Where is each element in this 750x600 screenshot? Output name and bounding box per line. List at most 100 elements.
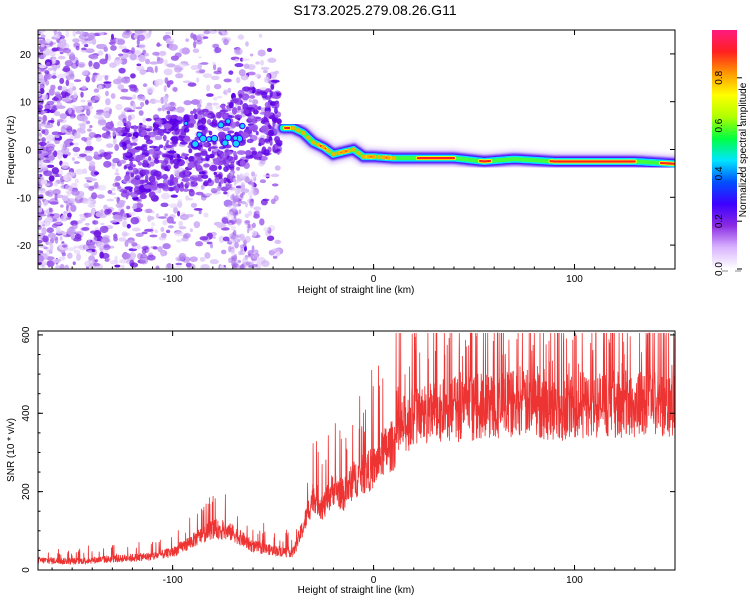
noise-blob [230, 235, 235, 240]
noise-blob [110, 33, 114, 40]
signal-knot [296, 128, 301, 133]
noise-blob [162, 243, 171, 250]
signal-knot [291, 125, 296, 131]
noise-blob [197, 103, 202, 109]
noise-blob [152, 51, 160, 56]
noise-blob [40, 159, 44, 165]
noise-blob [154, 135, 163, 141]
noise-blob [171, 123, 179, 131]
noise-blob [250, 147, 256, 151]
noise-blob [205, 154, 210, 162]
noise-blob [46, 143, 56, 149]
noise-blob [157, 128, 163, 135]
noise-blob [244, 213, 250, 219]
noise-blob [102, 244, 111, 251]
noise-blob [105, 151, 114, 155]
noise-highlight [217, 121, 225, 129]
noise-blob [181, 177, 191, 182]
noise-blob [189, 228, 193, 233]
noise-blob [198, 69, 206, 74]
noise-blob [51, 65, 58, 71]
snr-panel: -100 0 100 0 200 400 600 Height of straight li… [6, 326, 676, 596]
noise-blob [73, 92, 78, 99]
noise-blob [201, 142, 209, 147]
noise-blob [83, 212, 92, 218]
noise-blob [51, 223, 58, 228]
noise-blob [235, 77, 241, 84]
noise-blob [156, 57, 164, 64]
noise-blob [139, 101, 145, 108]
noise-blob [115, 103, 123, 111]
noise-blob [132, 103, 136, 111]
noise-blob [178, 62, 187, 68]
noise-blob [139, 122, 143, 126]
colorbar-tick-label: 0.4 [714, 166, 725, 180]
noise-blob [122, 118, 127, 124]
noise-blob [98, 84, 103, 90]
noise-blob [41, 227, 47, 235]
noise-blob [240, 235, 246, 242]
noise-blob [51, 167, 60, 175]
noise-blob [226, 190, 230, 198]
noise-blob [55, 265, 61, 269]
noise-blob [100, 222, 105, 226]
noise-blob [168, 43, 178, 51]
noise-blob [164, 213, 168, 217]
noise-blob [99, 225, 109, 234]
noise-blob [238, 259, 241, 264]
noise-blob [219, 109, 226, 115]
noise-blob [261, 260, 270, 267]
noise-blob [170, 114, 178, 119]
noise-blob [93, 151, 99, 157]
noise-blob [99, 149, 105, 154]
noise-blob [255, 262, 262, 269]
noise-blob [88, 203, 96, 208]
noise-blob [64, 264, 70, 269]
noise-blob [165, 264, 173, 269]
noise-blob [131, 227, 141, 232]
noise-blob [143, 184, 152, 189]
noise-blob [269, 140, 273, 146]
noise-blob [246, 235, 251, 243]
noise-blob [44, 73, 53, 80]
noise-blob [56, 43, 66, 48]
noise-blob [175, 262, 183, 266]
noise-blob [56, 102, 63, 108]
noise-blob [220, 249, 227, 255]
signal-knot [321, 144, 326, 150]
noise-blob [248, 99, 252, 103]
noise-blob [81, 47, 87, 51]
signal-core-red [659, 161, 675, 165]
noise-blob [87, 108, 91, 116]
noise-blob [62, 48, 72, 54]
noise-blob [244, 202, 249, 208]
noise-blob [266, 47, 273, 52]
noise-blob [203, 180, 209, 187]
noise-blob [214, 47, 222, 54]
spectrogram-y-tick-label: 20 [20, 50, 32, 61]
noise-blob [76, 253, 82, 261]
noise-blob [145, 117, 152, 122]
noise-blob [44, 217, 53, 224]
noise-blob [189, 175, 198, 183]
noise-blob [267, 57, 277, 63]
snr-y-axis-label: SNR (10 * v/v) [6, 418, 17, 482]
noise-blob [166, 216, 174, 224]
noise-blob [140, 154, 146, 158]
noise-blob [58, 169, 63, 177]
noise-blob [238, 209, 242, 214]
noise-blob [86, 139, 92, 147]
noise-blob [192, 108, 197, 115]
noise-blob [79, 214, 85, 217]
noise-blob [208, 146, 218, 149]
signal-knot [336, 150, 341, 156]
noise-blob [257, 105, 262, 111]
noise-blob [203, 212, 209, 218]
noise-blob [123, 165, 127, 170]
noise-blob [65, 217, 71, 221]
spectrogram-y-tick-label: 0 [25, 146, 31, 157]
noise-blob [170, 194, 178, 198]
noise-blob [113, 236, 118, 242]
noise-blob [110, 163, 116, 167]
noise-blob [136, 63, 142, 67]
